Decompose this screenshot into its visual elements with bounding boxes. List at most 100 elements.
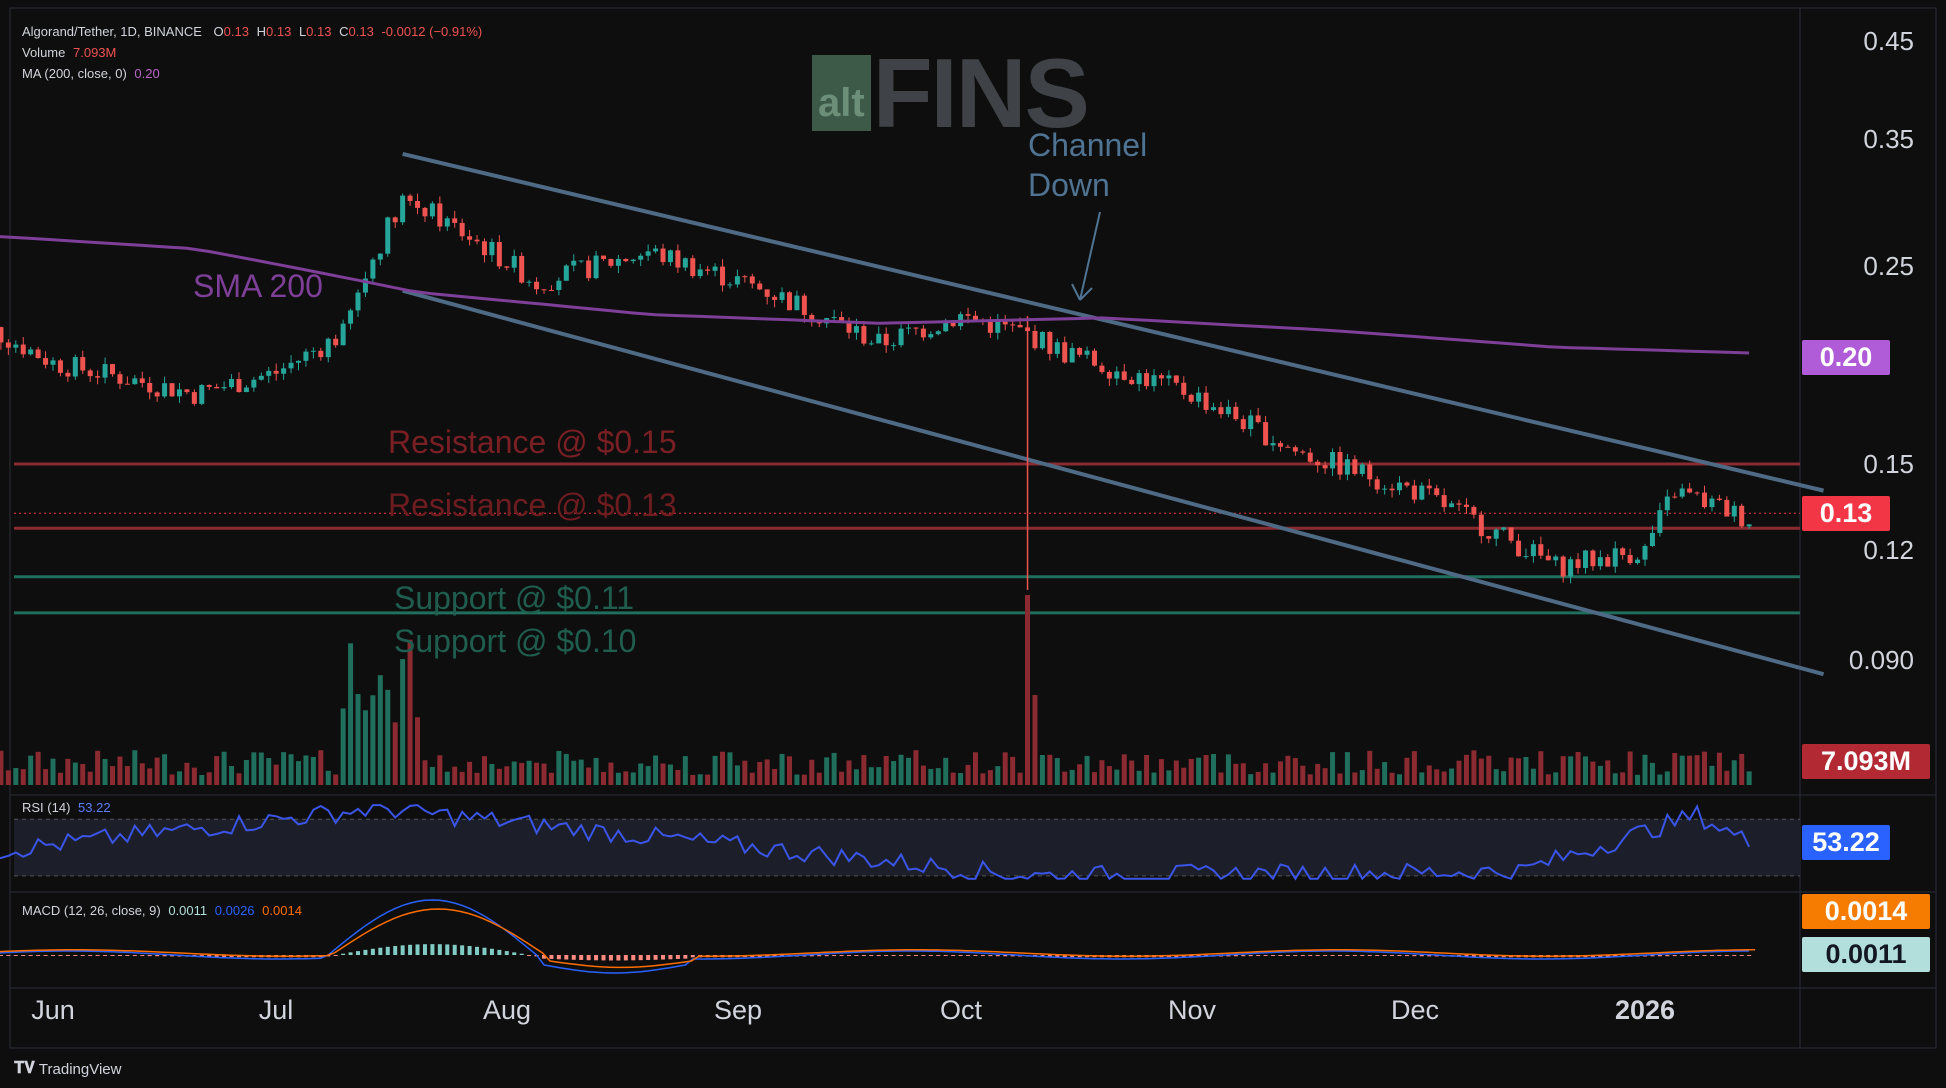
macd-histogram-bar (876, 955, 881, 956)
volume-bar (1062, 771, 1068, 785)
candle-body (906, 327, 912, 329)
o-label: O (213, 24, 224, 39)
volume-legend[interactable]: Volume 7.093M (22, 45, 116, 60)
candle-body (772, 296, 778, 300)
macd-histogram-bar (1352, 955, 1357, 956)
candle-body (1263, 422, 1269, 446)
channel-arrow (1071, 211, 1101, 301)
candle-body (1270, 443, 1276, 446)
candle-body (548, 290, 554, 292)
candle-body (1367, 464, 1373, 480)
candle-body (556, 280, 562, 291)
volume-bar (1158, 759, 1164, 785)
macd-value-3: 0.0014 (262, 903, 302, 918)
macd-histogram-bar (1650, 955, 1655, 957)
macd-histogram-bar (541, 955, 546, 959)
macd-histogram-bar (571, 955, 576, 960)
volume-bar (1233, 763, 1239, 785)
candle-body (1523, 556, 1529, 558)
volume-bar (1277, 761, 1283, 785)
volume-bar (266, 758, 272, 785)
volume-bar (749, 772, 755, 785)
volume-bar (102, 758, 108, 785)
candle-body (1716, 498, 1722, 500)
macd-histogram-bar (1709, 955, 1714, 956)
macd-histogram-bar (1404, 955, 1409, 957)
ma-legend[interactable]: MA (200, close, 0) 0.20 (22, 66, 160, 81)
volume-badge: 7.093M (1802, 744, 1930, 779)
volume-bar (1530, 768, 1536, 785)
macd-histogram-bar (333, 955, 338, 956)
volume-bar (920, 765, 926, 785)
candle-body (1255, 415, 1261, 423)
macd-legend[interactable]: MACD (12, 26, close, 9) 0.0011 0.0026 0.… (22, 903, 302, 918)
candle-body (1553, 556, 1559, 561)
month-tick: Dec (1390, 995, 1440, 1025)
candle-body (1731, 505, 1737, 517)
volume-bar (474, 772, 480, 785)
macd-badge: 0.0011 (1802, 937, 1930, 972)
volume-bar (132, 750, 138, 785)
price-tick: 0.15 (1863, 449, 1914, 479)
volume-bar (258, 752, 264, 785)
volume-bar (243, 759, 249, 785)
candle-body (1382, 488, 1388, 490)
candle-body (467, 236, 473, 240)
volume-bar (846, 760, 852, 785)
candle-body (80, 357, 86, 371)
rsi-label: RSI (14) (22, 800, 71, 815)
volume-bar (1129, 760, 1135, 785)
candle-body (1359, 464, 1365, 474)
candle-body (176, 389, 182, 397)
volume-bar (950, 772, 956, 785)
macd-histogram-bar (556, 955, 561, 960)
candle-body (1218, 407, 1224, 415)
volume-bar (638, 763, 644, 785)
candle-body (757, 283, 763, 290)
volume-bar (705, 774, 711, 785)
volume-bar (0, 750, 4, 785)
macd-histogram-bar (0, 955, 3, 956)
candle-body (444, 218, 450, 227)
symbol-legend[interactable]: Algorand/Tether, 1D, BINANCE O0.13 H0.13… (22, 24, 482, 39)
rsi-legend[interactable]: RSI (14) 53.22 (22, 800, 111, 815)
macd-histogram-bar (1680, 955, 1685, 956)
candle-body (846, 321, 852, 333)
volume-bar (355, 694, 361, 785)
volume-bar (1627, 751, 1633, 785)
volume-bar (1114, 769, 1120, 785)
macd-histogram-bar (966, 955, 971, 956)
ma-label: MA (200, close, 0) (22, 66, 127, 81)
volume-bar (57, 772, 63, 785)
macd-histogram-bar (1412, 955, 1417, 957)
candle-body (0, 327, 4, 343)
volume-bar (1151, 772, 1157, 785)
candle-body (117, 374, 123, 384)
volume-bar (1441, 771, 1447, 785)
volume-bar (1330, 752, 1336, 785)
volume-bar (563, 753, 569, 785)
macd-histogram-bar (824, 955, 829, 957)
macd-histogram-bar (1717, 955, 1722, 956)
volume-bar (853, 769, 859, 785)
volume-bar (839, 771, 845, 785)
month-tick: Sep (713, 995, 763, 1025)
candle-body (281, 368, 287, 374)
candle-body (734, 276, 740, 285)
month-tick: Nov (1167, 995, 1217, 1025)
candle-body (883, 333, 889, 346)
tradingview-brand[interactable]: 𝐓𝐕 TradingView (14, 1060, 121, 1078)
candle-body (965, 314, 971, 316)
macd-histogram-bar (1271, 955, 1276, 956)
volume-value: 7.093M (73, 45, 117, 60)
volume-bar (1017, 772, 1023, 785)
candle-body (1032, 330, 1038, 349)
macd-histogram-bar (88, 955, 93, 956)
volume-bar (913, 750, 919, 785)
candle-body (5, 342, 11, 348)
volume-bar (1039, 755, 1045, 785)
volume-bar (861, 755, 867, 785)
volume-bar (943, 757, 949, 785)
volume-bar (72, 762, 78, 785)
